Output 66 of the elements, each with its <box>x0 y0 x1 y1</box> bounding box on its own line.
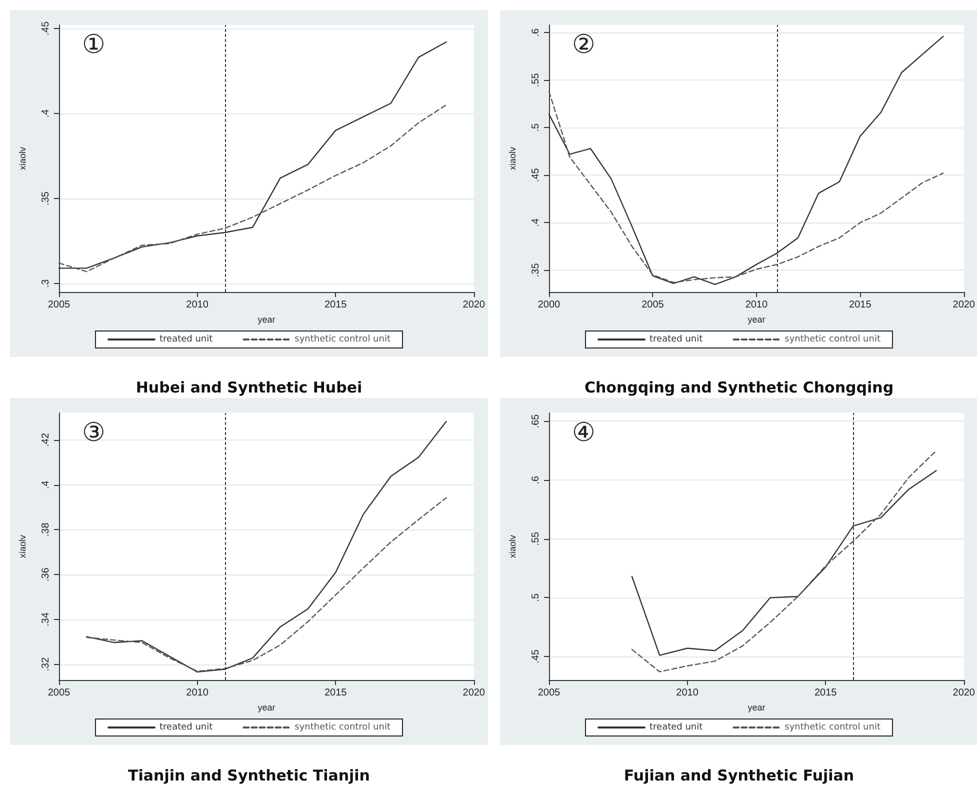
x-tick-label: 2010 <box>186 300 209 310</box>
x-tick-label: 2005 <box>538 688 561 698</box>
y-axis-title: xiaolv <box>508 534 518 558</box>
y-tick-label: .36 <box>40 567 52 582</box>
x-tick-label: 2000 <box>538 300 561 310</box>
x-tick-label: 2005 <box>48 300 71 310</box>
text: synthetic control unit <box>294 722 391 732</box>
line-series <box>631 450 937 672</box>
y-axis-title: xiaolv <box>18 534 28 558</box>
x-tick-label: 2005 <box>642 300 664 310</box>
y-tick-label: .65 <box>530 414 542 428</box>
y-tick-label: .45 <box>530 649 542 664</box>
y-tick-label: .34 <box>40 612 52 626</box>
x-tick-label: 2020 <box>952 300 976 310</box>
line-series <box>548 90 944 284</box>
text: Chongqing and Synthetic Chongqing <box>584 378 894 396</box>
y-tick-label: .42 <box>40 432 52 447</box>
y-tick-label: .4 <box>40 108 52 118</box>
text: treated unit <box>650 722 704 732</box>
x-tick-label: 2020 <box>952 688 976 698</box>
x-axis-title: year <box>748 702 766 712</box>
text: synthetic control unit <box>784 722 881 732</box>
y-tick-label: .35 <box>530 262 542 278</box>
text: treated unit <box>650 334 704 344</box>
y-tick-label: .32 <box>40 656 52 672</box>
y-tick-label: .55 <box>530 72 542 88</box>
text: treated unit <box>160 334 214 344</box>
x-axis-title: year <box>258 314 276 324</box>
x-tick-label: 2020 <box>462 300 486 310</box>
text: synthetic control unit <box>784 334 881 344</box>
annotation: ④ <box>572 418 596 448</box>
y-tick-label: .4 <box>530 218 542 227</box>
y-tick-label: .45 <box>530 168 542 182</box>
y-tick-label: .5 <box>530 593 542 602</box>
text: Hubei and Synthetic Hubei <box>136 378 362 396</box>
annotation: ① <box>82 30 106 60</box>
annotation: ③ <box>82 418 106 448</box>
x-tick-label: 2005 <box>48 688 71 698</box>
x-tick-label: 2015 <box>324 688 348 698</box>
y-tick-label: .6 <box>530 28 542 37</box>
x-tick-label: 2010 <box>186 688 209 698</box>
annotation: ② <box>572 30 596 60</box>
x-tick-label: 2015 <box>849 300 872 310</box>
x-tick-label: 2020 <box>462 688 486 698</box>
y-axis-title: xiaolv <box>18 146 28 170</box>
text: synthetic control unit <box>294 334 391 344</box>
x-axis-title: year <box>748 314 766 324</box>
x-tick-label: 2010 <box>745 300 768 310</box>
y-tick-label: .35 <box>40 191 52 206</box>
y-tick-label: .4 <box>40 480 52 489</box>
x-tick-label: 2015 <box>324 300 348 310</box>
text: Fujian and Synthetic Fujian <box>624 766 854 784</box>
text: treated unit <box>160 722 214 732</box>
y-tick-label: .6 <box>530 475 542 484</box>
x-tick-label: 2015 <box>814 688 838 698</box>
y-tick-label: .38 <box>40 522 52 537</box>
x-axis-title: year <box>258 702 276 712</box>
line-series <box>86 497 447 672</box>
text: Tianjin and Synthetic Tianjin <box>128 766 370 784</box>
x-tick-label: 2010 <box>676 688 699 698</box>
y-tick-label: .55 <box>530 531 542 546</box>
y-tick-label: .45 <box>40 21 52 36</box>
line-series <box>58 104 447 272</box>
y-axis-title: xiaolv <box>508 146 518 170</box>
y-tick-label: .5 <box>530 123 542 132</box>
y-tick-label: .3 <box>40 278 52 288</box>
